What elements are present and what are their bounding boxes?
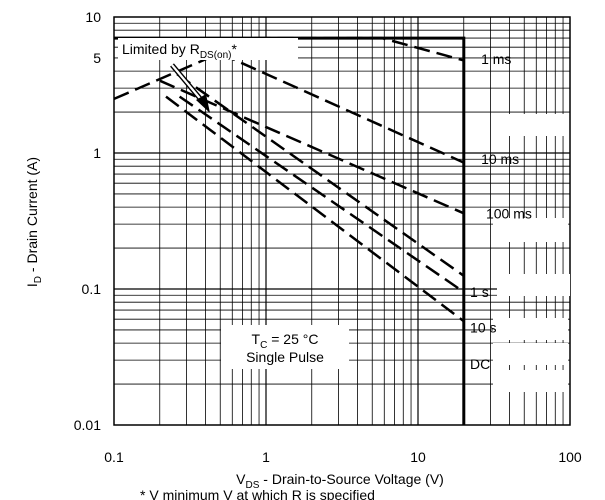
rds-arrow-head <box>196 94 210 113</box>
rds-label-box <box>118 38 298 60</box>
y-tick-label: 5 <box>93 50 101 66</box>
x-tick-label: 1 <box>262 449 270 465</box>
label-box-1ms <box>493 114 568 136</box>
label-box-1s <box>493 318 568 340</box>
y-tick-label: 10 <box>85 9 101 25</box>
footnote: * V minimum V at which R is specified <box>140 488 375 500</box>
y-tick-label: 0.1 <box>82 281 102 297</box>
x-tick-label: 100 <box>558 449 582 465</box>
label-box-dc <box>493 370 568 392</box>
series-dc <box>165 95 465 323</box>
curve-label-1-ms: 1 ms <box>481 51 511 67</box>
curve-label-dc: DC <box>470 356 490 372</box>
y-tick-label: 0.01 <box>74 417 101 433</box>
x-tick-label: 0.1 <box>104 449 124 465</box>
y-tick-label: 1 <box>93 145 101 161</box>
label-box-10s <box>493 343 568 365</box>
conditions-box <box>221 325 349 369</box>
series-1-s <box>176 73 465 277</box>
condition-pulse: Single Pulse <box>246 349 324 365</box>
x-axis-title: VDS - Drain-to-Source Voltage (V) <box>236 471 444 491</box>
plot-frame <box>113 16 571 426</box>
curve-label-100-ms: 100 ms <box>486 205 532 221</box>
series-100-ms <box>159 79 465 215</box>
rds-arrow-shaft <box>171 64 204 103</box>
axes <box>113 16 571 426</box>
label-box-10ms <box>493 218 568 242</box>
series-10-ms <box>219 52 465 164</box>
curve-label-1-s: 1 s <box>470 284 489 300</box>
rds-limit-label: Limited by RDS(on)* <box>122 41 238 61</box>
curve-label-10-s: 10 s <box>470 320 496 336</box>
y-axis-title: ID - Drain Current (A) <box>24 157 44 287</box>
condition-temperature: TC = 25 °C <box>252 331 319 351</box>
label-box-100ms <box>497 274 570 296</box>
series-10-s <box>178 95 465 294</box>
x-tick-label: 10 <box>410 449 426 465</box>
curve-label-10-ms: 10 ms <box>481 151 519 167</box>
